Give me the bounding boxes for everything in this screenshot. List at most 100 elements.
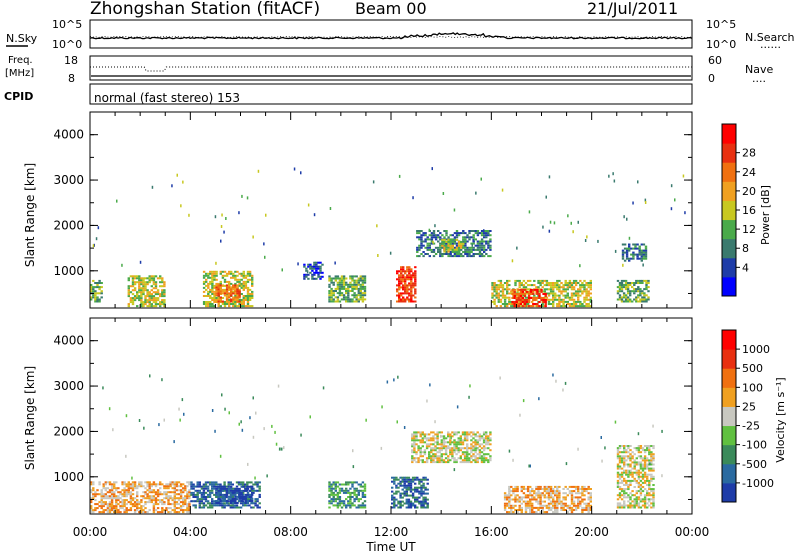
data-cell bbox=[171, 481, 174, 484]
data-cell bbox=[648, 467, 651, 470]
data-cell bbox=[631, 473, 634, 476]
data-cell bbox=[449, 242, 452, 245]
data-cell bbox=[549, 292, 553, 295]
data-cell bbox=[232, 489, 235, 492]
data-cell bbox=[205, 303, 208, 305]
data-cell bbox=[644, 249, 648, 252]
data-cell bbox=[140, 279, 143, 282]
data-cell bbox=[541, 286, 544, 289]
data-cell bbox=[231, 487, 234, 490]
data-cell bbox=[537, 286, 540, 289]
data-cell bbox=[142, 491, 145, 494]
data-cell bbox=[248, 288, 252, 291]
data-cell bbox=[361, 504, 365, 507]
data-cell bbox=[510, 490, 513, 493]
data-cell bbox=[432, 439, 435, 442]
data-cell bbox=[351, 491, 354, 494]
data-cell bbox=[186, 505, 189, 508]
data-cell bbox=[198, 500, 201, 503]
data-cell bbox=[620, 498, 624, 501]
data-cell bbox=[628, 247, 631, 250]
data-cell bbox=[587, 292, 590, 295]
data-cell bbox=[238, 487, 241, 490]
data-cell bbox=[434, 246, 438, 249]
data-cell bbox=[652, 457, 655, 460]
data-cell bbox=[418, 496, 421, 499]
data-cell bbox=[652, 488, 655, 491]
data-cell bbox=[198, 502, 201, 505]
data-cell bbox=[543, 290, 546, 293]
data-cell bbox=[420, 244, 423, 247]
data-cell bbox=[436, 433, 439, 436]
data-cell bbox=[644, 198, 647, 202]
freq-tick-bottom: 8 bbox=[68, 72, 75, 85]
data-cell bbox=[577, 504, 580, 507]
data-cell bbox=[627, 465, 630, 468]
data-cell bbox=[148, 297, 151, 300]
data-cell bbox=[353, 487, 356, 490]
data-cell bbox=[230, 272, 233, 275]
data-cell bbox=[223, 502, 226, 505]
data-cell bbox=[129, 493, 133, 496]
data-cell bbox=[418, 500, 421, 503]
data-cell bbox=[123, 483, 126, 486]
data-cell bbox=[497, 298, 500, 301]
colorbar-swatch bbox=[722, 143, 736, 163]
data-cell bbox=[258, 489, 261, 492]
data-cell bbox=[436, 437, 439, 440]
cpid-text: normal (fast stereo) 153 bbox=[94, 91, 240, 105]
data-cell bbox=[198, 491, 201, 494]
data-cell bbox=[641, 481, 645, 484]
data-cell bbox=[319, 275, 322, 278]
data-cell bbox=[577, 300, 580, 303]
data-cell bbox=[408, 298, 411, 301]
data-cell bbox=[332, 300, 335, 303]
data-cell bbox=[159, 293, 162, 296]
data-cell bbox=[204, 487, 208, 490]
data-cell bbox=[647, 279, 650, 282]
data-cell bbox=[154, 283, 158, 286]
data-cell bbox=[150, 289, 153, 292]
data-cell bbox=[566, 296, 569, 299]
data-cell bbox=[652, 445, 655, 447]
data-cell bbox=[625, 463, 628, 466]
data-cell bbox=[532, 288, 535, 291]
data-cell bbox=[623, 492, 626, 495]
data-cell bbox=[547, 488, 551, 490]
data-cell bbox=[202, 274, 206, 277]
data-cell bbox=[453, 449, 456, 452]
data-cell bbox=[408, 268, 411, 271]
data-cell bbox=[558, 500, 561, 503]
data-cell bbox=[399, 504, 402, 507]
data-cell bbox=[223, 497, 227, 500]
data-cell bbox=[442, 439, 446, 442]
data-cell bbox=[146, 511, 149, 514]
data-cell bbox=[182, 489, 185, 492]
data-cell bbox=[538, 297, 541, 299]
data-cell bbox=[648, 486, 651, 488]
data-cell bbox=[437, 246, 440, 249]
data-cell bbox=[631, 451, 634, 454]
data-cell bbox=[90, 298, 93, 301]
data-cell bbox=[529, 492, 532, 495]
data-cell bbox=[478, 255, 482, 258]
data-cell bbox=[313, 263, 316, 266]
data-cell bbox=[520, 506, 523, 509]
data-cell bbox=[420, 238, 423, 241]
data-cell bbox=[238, 290, 241, 293]
data-cell bbox=[340, 294, 344, 297]
data-cell bbox=[204, 485, 208, 488]
data-cell bbox=[639, 451, 643, 454]
data-cell bbox=[163, 303, 166, 306]
data-cell bbox=[196, 493, 199, 496]
data-cell bbox=[165, 495, 168, 498]
data-cell bbox=[263, 242, 265, 246]
data-cell bbox=[237, 506, 241, 509]
data-cell bbox=[503, 294, 507, 297]
data-cell bbox=[516, 511, 519, 514]
data-cell bbox=[347, 481, 350, 484]
data-cell bbox=[244, 286, 248, 289]
data-cell bbox=[426, 502, 429, 505]
data-cell bbox=[420, 242, 423, 245]
data-cell bbox=[564, 282, 567, 284]
